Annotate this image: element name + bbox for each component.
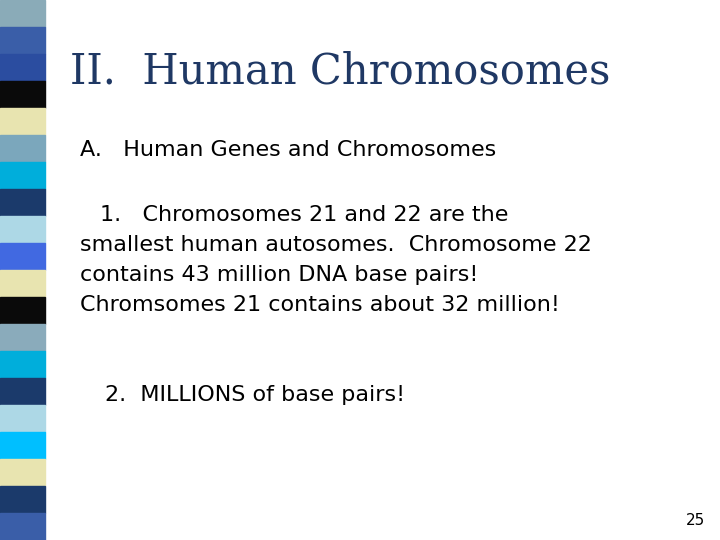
Bar <box>0 243 45 270</box>
Bar <box>0 324 45 351</box>
Text: contains 43 million DNA base pairs!: contains 43 million DNA base pairs! <box>80 265 478 285</box>
Bar <box>0 27 45 54</box>
Bar <box>0 81 45 108</box>
Bar <box>0 351 45 378</box>
Bar <box>0 270 45 297</box>
Bar <box>0 0 45 27</box>
Bar <box>0 405 45 432</box>
Bar <box>0 162 45 189</box>
Bar <box>0 135 45 162</box>
Bar <box>0 378 45 405</box>
Text: A.   Human Genes and Chromosomes: A. Human Genes and Chromosomes <box>80 140 496 160</box>
Bar <box>0 108 45 135</box>
Bar <box>0 432 45 459</box>
Text: 2.  MILLIONS of base pairs!: 2. MILLIONS of base pairs! <box>105 385 405 405</box>
Bar <box>0 297 45 324</box>
Bar <box>0 459 45 486</box>
Bar <box>0 189 45 216</box>
Text: smallest human autosomes.  Chromosome 22: smallest human autosomes. Chromosome 22 <box>80 235 592 255</box>
Bar <box>0 54 45 81</box>
Text: 1.   Chromosomes 21 and 22 are the: 1. Chromosomes 21 and 22 are the <box>100 205 508 225</box>
Bar <box>0 486 45 513</box>
Bar <box>0 513 45 540</box>
Text: II.  Human Chromosomes: II. Human Chromosomes <box>70 50 611 92</box>
Text: Chromsomes 21 contains about 32 million!: Chromsomes 21 contains about 32 million! <box>80 295 560 315</box>
Bar <box>0 216 45 243</box>
Text: 25: 25 <box>685 513 705 528</box>
